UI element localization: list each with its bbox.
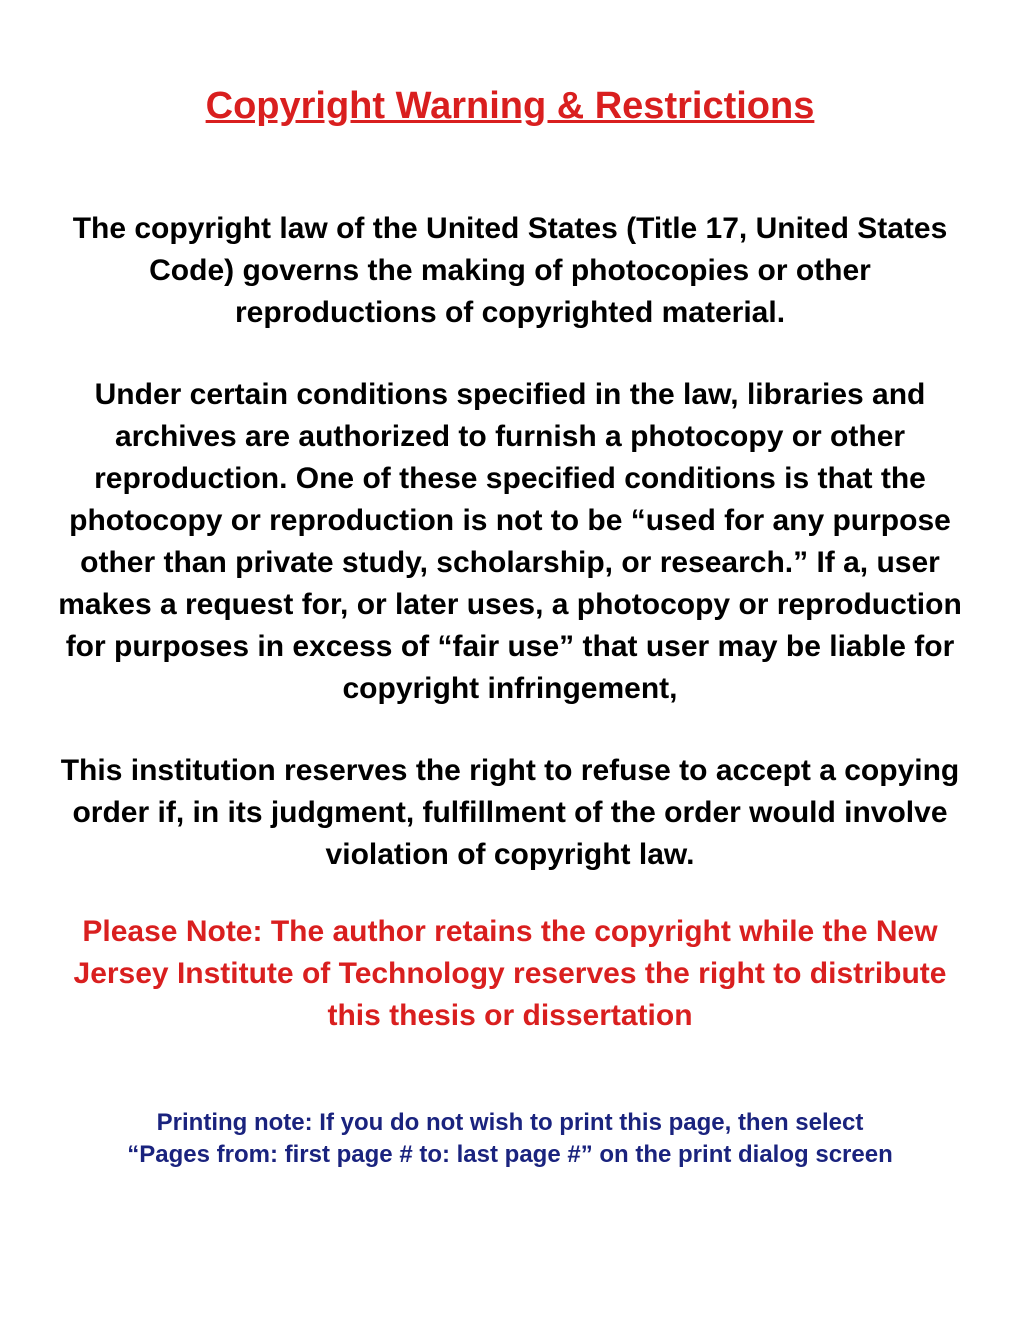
printing-note-line2: “Pages from: first page # to: last page … [127,1141,892,1168]
printing-note: Printing note: If you do not wish to pri… [45,1107,975,1172]
please-note: Please Note: The author retains the copy… [45,911,975,1037]
paragraph-copyright-law: The copyright law of the United States (… [45,208,975,334]
paragraph-conditions: Under certain conditions specified in th… [45,374,975,710]
printing-note-line1: Printing note: If you do not wish to pri… [157,1109,864,1136]
page-title: Copyright Warning & Restrictions [45,85,975,128]
paragraph-refusal: This institution reserves the right to r… [45,750,975,876]
